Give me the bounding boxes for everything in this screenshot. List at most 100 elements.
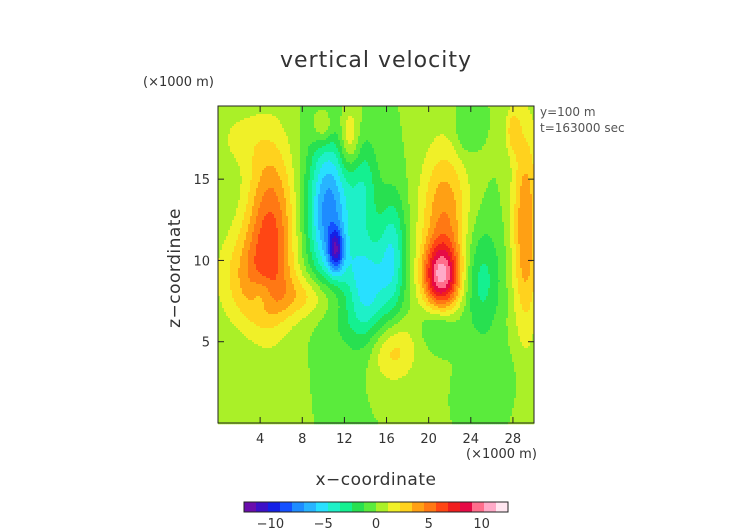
heatmap-cell [342, 130, 344, 132]
heatmap-cell [436, 122, 438, 124]
heatmap-cell [488, 110, 490, 112]
heatmap-cell [404, 124, 406, 126]
heatmap-cell [456, 108, 458, 110]
heatmap-cell [376, 110, 378, 112]
heatmap-cell [254, 132, 256, 134]
heatmap-cell [276, 166, 278, 168]
heatmap-cell [392, 146, 394, 148]
heatmap-cell [398, 134, 400, 136]
heatmap-cell [436, 158, 438, 160]
heatmap-cell [374, 114, 376, 116]
heatmap-cell [388, 138, 390, 140]
heatmap-cell [410, 118, 412, 120]
heatmap-cell [240, 152, 242, 154]
heatmap-cell [432, 152, 434, 154]
heatmap-cell [484, 128, 486, 130]
heatmap-cell [460, 146, 462, 148]
heatmap-cell [266, 132, 268, 134]
heatmap-cell [238, 146, 240, 148]
heatmap-cell [402, 144, 404, 146]
heatmap-cell [238, 132, 240, 134]
heatmap-cell [468, 138, 470, 140]
heatmap-cell [480, 126, 482, 128]
heatmap-cell [516, 118, 518, 120]
heatmap-cell [504, 156, 506, 158]
heatmap-cell [494, 162, 496, 164]
heatmap-cell [298, 116, 300, 118]
heatmap-cell [348, 150, 350, 152]
heatmap-cell [414, 114, 416, 116]
heatmap-cell [240, 136, 242, 138]
heatmap-cell [490, 120, 492, 122]
heatmap-cell [374, 140, 376, 142]
heatmap-cell [278, 122, 280, 124]
heatmap-cell [312, 152, 314, 154]
heatmap-cell [294, 116, 296, 118]
heatmap-cell [416, 142, 418, 144]
heatmap-cell [276, 160, 278, 162]
heatmap-cell [434, 144, 436, 146]
heatmap-cell [268, 166, 270, 168]
heatmap-cell [276, 128, 278, 130]
heatmap-cell [252, 126, 254, 128]
heatmap-cell [480, 142, 482, 144]
heatmap-cell [456, 118, 458, 120]
heatmap-cell [308, 110, 310, 112]
heatmap-cell [432, 118, 434, 120]
heatmap-cell [352, 112, 354, 114]
heatmap-cell [428, 158, 430, 160]
heatmap-cell [334, 160, 336, 162]
heatmap-cell [296, 150, 298, 152]
heatmap-cell [412, 130, 414, 132]
heatmap-cell [242, 156, 244, 158]
heatmap-cell [236, 168, 238, 170]
heatmap-cell [474, 112, 476, 114]
heatmap-cell [468, 146, 470, 148]
heatmap-cell [308, 154, 310, 156]
heatmap-cell [292, 124, 294, 126]
heatmap-cell [252, 120, 254, 122]
heatmap-cell [500, 146, 502, 148]
heatmap-cell [316, 116, 318, 118]
heatmap-cell [444, 148, 446, 150]
heatmap-cell [308, 152, 310, 154]
heatmap-cell [232, 148, 234, 150]
heatmap-cell [288, 124, 290, 126]
heatmap-cell [460, 136, 462, 138]
heatmap-cell [314, 118, 316, 120]
heatmap-cell [430, 150, 432, 152]
heatmap-cell [400, 120, 402, 122]
heatmap-cell [344, 142, 346, 144]
heatmap-cell [308, 168, 310, 170]
heatmap-cell [352, 166, 354, 168]
heatmap-cell [370, 134, 372, 136]
heatmap-cell [476, 144, 478, 146]
heatmap-cell [446, 156, 448, 158]
heatmap-cell [474, 126, 476, 128]
heatmap-cell [352, 146, 354, 148]
heatmap-cell [350, 166, 352, 168]
heatmap-cell [220, 154, 222, 156]
heatmap-cell [310, 150, 312, 152]
heatmap-cell [300, 132, 302, 134]
heatmap-cell [302, 120, 304, 122]
heatmap-cell [420, 116, 422, 118]
heatmap-cell [482, 114, 484, 116]
heatmap-cell [384, 114, 386, 116]
heatmap-cell [282, 128, 284, 130]
heatmap-cell [440, 120, 442, 122]
heatmap-cell [406, 160, 408, 162]
heatmap-cell [290, 168, 292, 170]
heatmap-cell [262, 158, 264, 160]
heatmap-cell [334, 164, 336, 166]
heatmap-cell [346, 138, 348, 140]
heatmap-cell [248, 148, 250, 150]
heatmap-cell [512, 118, 514, 120]
heatmap-cell [340, 140, 342, 142]
heatmap-cell [270, 134, 272, 136]
heatmap-cell [492, 154, 494, 156]
heatmap-cell [386, 150, 388, 152]
heatmap-cell [476, 120, 478, 122]
heatmap-cell [222, 130, 224, 132]
